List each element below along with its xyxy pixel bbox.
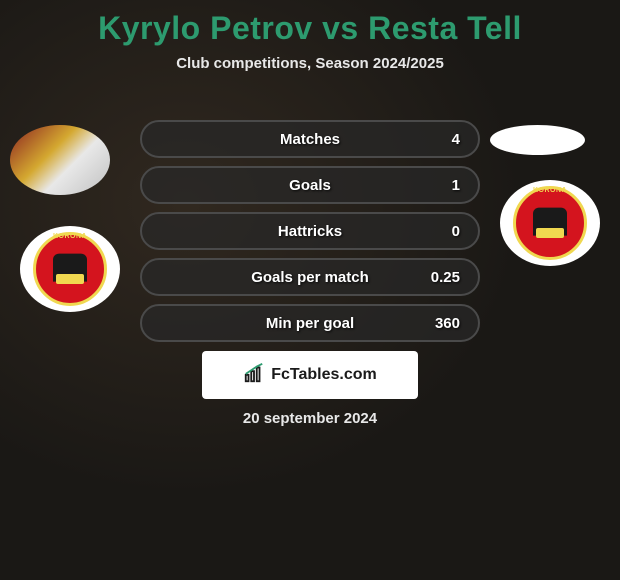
page-subtitle: Club competitions, Season 2024/2025 — [0, 55, 620, 72]
stat-row-goals: Goals 1 — [140, 166, 480, 204]
stat-right-value: 1 — [410, 177, 460, 194]
branding-badge[interactable]: FcTables.com — [202, 351, 418, 399]
stat-label: Goals per match — [210, 269, 410, 286]
stat-label: Hattricks — [210, 223, 410, 240]
crest-text-left: KORONA — [36, 233, 104, 240]
club-badge-left: KORONA — [20, 226, 120, 312]
stat-right-value: 0.25 — [410, 269, 460, 286]
club-crest-left: KORONA — [33, 232, 107, 306]
stat-right-value: 4 — [410, 131, 460, 148]
club-crest-right: KORONA — [513, 186, 587, 260]
stat-right-value: 0 — [410, 223, 460, 240]
player-photo-left — [10, 125, 110, 195]
stats-panel: Matches 4 Goals 1 Hattricks 0 Goals per … — [140, 120, 480, 350]
stat-row-hattricks: Hattricks 0 — [140, 212, 480, 250]
club-badge-right: KORONA — [500, 180, 600, 266]
crest-text-right: KORONA — [516, 187, 584, 194]
date-label: 20 september 2024 — [0, 410, 620, 427]
player-photo-placeholder — [10, 125, 110, 195]
content-container: Kyrylo Petrov vs Resta Tell Club competi… — [0, 0, 620, 580]
stat-row-gpm: Goals per match 0.25 — [140, 258, 480, 296]
stat-row-mpg: Min per goal 360 — [140, 304, 480, 342]
stat-right-value: 360 — [410, 315, 460, 332]
stat-row-matches: Matches 4 — [140, 120, 480, 158]
stat-label: Min per goal — [210, 315, 410, 332]
chart-icon — [243, 362, 265, 389]
page-title: Kyrylo Petrov vs Resta Tell — [0, 0, 620, 47]
player-photo-right-placeholder — [490, 125, 585, 155]
stat-label: Goals — [210, 177, 410, 194]
stat-label: Matches — [210, 131, 410, 148]
branding-label: FcTables.com — [271, 366, 377, 384]
